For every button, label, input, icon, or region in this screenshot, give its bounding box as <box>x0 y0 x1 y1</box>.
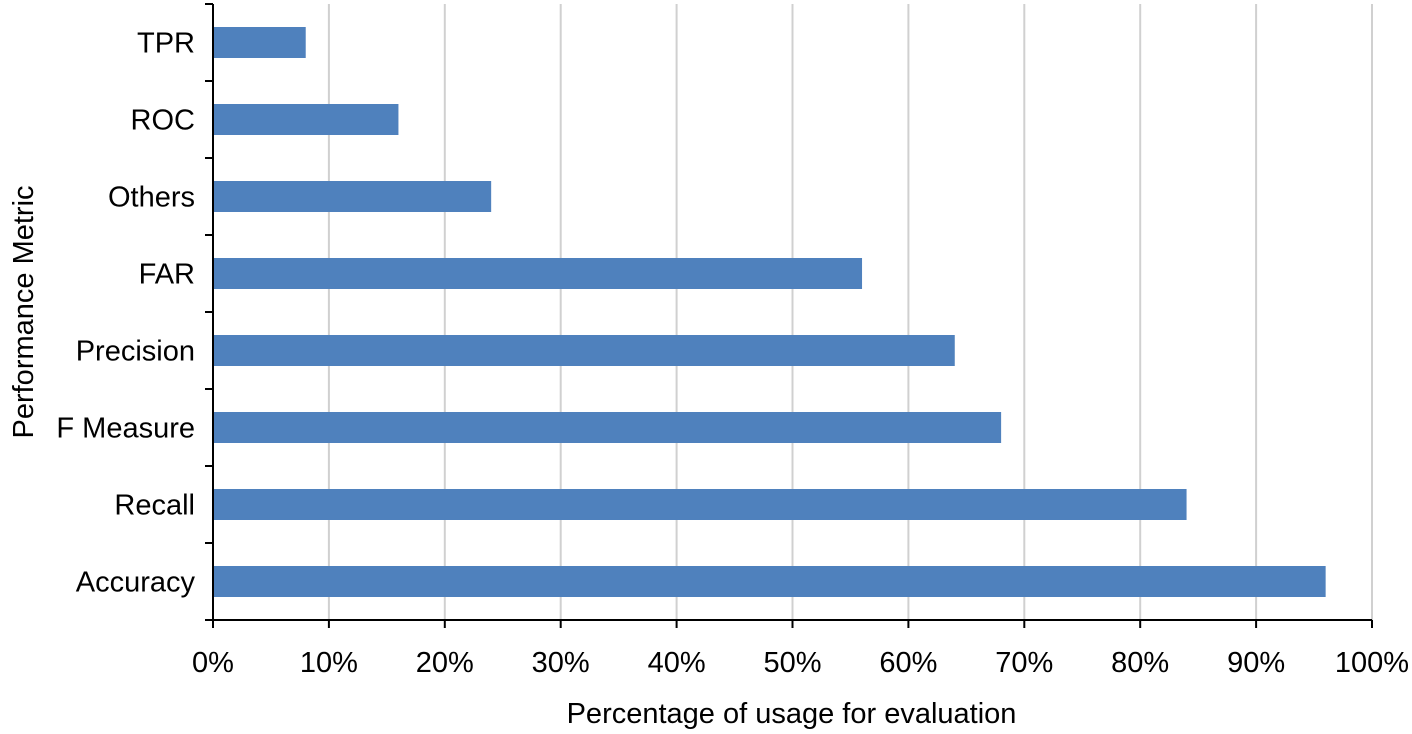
bar-far <box>213 258 863 289</box>
y-tick-label: Others <box>108 182 195 214</box>
x-tick-label: 100% <box>1335 647 1409 679</box>
bar-tpr <box>213 27 306 58</box>
x-tick-label: 60% <box>879 647 937 679</box>
y-tick-label: Accuracy <box>76 567 196 599</box>
bar-f-measure <box>213 412 1002 443</box>
y-tick-labels: TPR ROC Others FAR Precision F Measure Recall A… <box>56 28 195 599</box>
x-tick-label: 40% <box>648 647 706 679</box>
bar-recall <box>213 489 1187 520</box>
x-tick-labels: 0% 10% 20% 30% 40% 50% 60% 70% 80% 90% 100% <box>192 647 1409 679</box>
x-tick-label: 50% <box>763 647 821 679</box>
x-tick-label: 70% <box>995 647 1053 679</box>
x-axis-title: Percentage of usage for evaluation <box>567 698 1017 729</box>
x-tick-label: 90% <box>1227 647 1285 679</box>
y-tick-label: Recall <box>114 490 195 522</box>
y-tick-label: ROC <box>131 105 195 137</box>
y-tick-label: F Measure <box>56 413 195 445</box>
x-tick-label: 20% <box>416 647 474 679</box>
x-tick-label: 80% <box>1111 647 1169 679</box>
y-tick-label: FAR <box>139 259 195 291</box>
x-tick-label: 10% <box>300 647 358 679</box>
bar-precision <box>213 335 955 366</box>
y-tick-label: Precision <box>76 336 195 368</box>
y-tick-label: TPR <box>137 28 195 60</box>
axes <box>205 3 1373 628</box>
gridlines <box>327 4 1373 620</box>
bar-accuracy <box>213 566 1326 597</box>
x-tick-label: 0% <box>192 647 234 679</box>
bar-roc <box>213 104 399 135</box>
y-axis-title: Performance Metric <box>8 185 40 438</box>
bar-others <box>213 181 492 212</box>
bars <box>213 27 1326 597</box>
x-tick-label: 30% <box>532 647 590 679</box>
